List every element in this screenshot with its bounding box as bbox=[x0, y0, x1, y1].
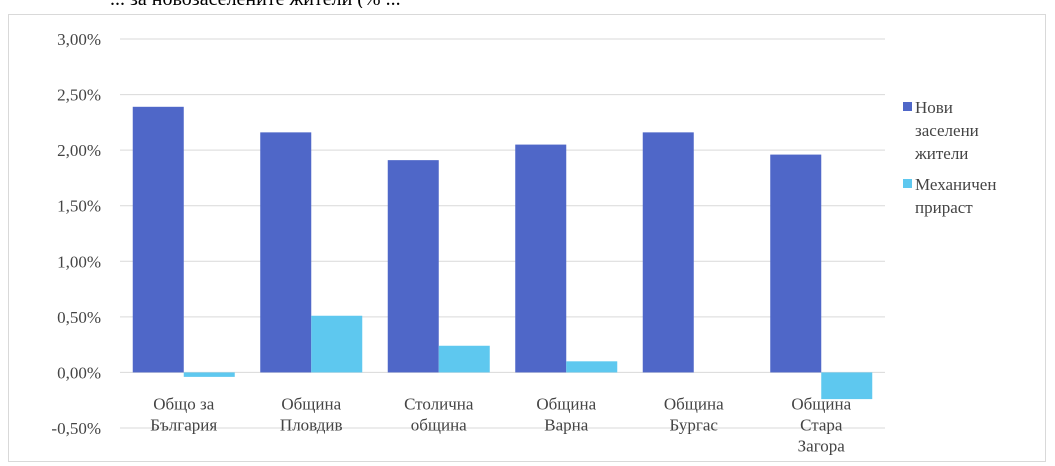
bar-series-2-1 bbox=[183, 372, 235, 377]
category-label: Столична община bbox=[404, 394, 474, 434]
bar-series-1-3 bbox=[387, 160, 439, 373]
bar-series-2-3 bbox=[438, 345, 490, 373]
chart-frame bbox=[8, 14, 1046, 462]
bar-series-1-2 bbox=[260, 132, 312, 373]
y-tick-label: 0,50% bbox=[57, 308, 101, 327]
category-label: Община Пловдив bbox=[280, 394, 343, 434]
bar-series-2-6 bbox=[821, 372, 873, 400]
legend-label: Нови заселени жители bbox=[914, 98, 979, 163]
category-label: Община Бургас bbox=[664, 394, 724, 434]
y-tick-label: 2,00% bbox=[57, 141, 101, 160]
bar-series-1-5 bbox=[642, 132, 694, 373]
y-tick-label: 2,50% bbox=[57, 86, 101, 105]
bar-series-1-6 bbox=[770, 154, 822, 373]
bars bbox=[132, 106, 873, 400]
category-label: Община Стара Загора bbox=[791, 394, 851, 455]
bar-series-2-4 bbox=[566, 361, 618, 373]
gridlines bbox=[120, 38, 885, 429]
y-tick-label: 1,00% bbox=[57, 252, 101, 271]
y-axis-ticks: 3,00% 2,50% 2,00% 1,50% 1,00% 0,50% 0,00% -0,50… bbox=[51, 30, 101, 438]
bar-series-1-1 bbox=[132, 106, 184, 373]
legend-swatch bbox=[903, 179, 912, 188]
y-tick-label: 0,00% bbox=[57, 363, 101, 382]
bar-series-1-4 bbox=[515, 144, 567, 373]
legend-swatch bbox=[903, 102, 912, 111]
category-label: Общо за България bbox=[150, 394, 217, 434]
legend-label: Механичен прираст bbox=[915, 175, 996, 217]
category-label: Община Варна bbox=[536, 394, 596, 434]
legend: Нови заселени жители Механичен прираст bbox=[903, 98, 996, 217]
y-tick-label: 3,00% bbox=[57, 30, 101, 49]
bar-series-2-2 bbox=[311, 315, 363, 373]
y-tick-label: 1,50% bbox=[57, 197, 101, 216]
y-tick-label: -0,50% bbox=[51, 419, 101, 438]
category-labels: Общо за България Община Пловдив Столична общи… bbox=[150, 394, 851, 455]
cropped-caption-text: ... за новозаселените жители (% ... bbox=[110, 0, 710, 8]
